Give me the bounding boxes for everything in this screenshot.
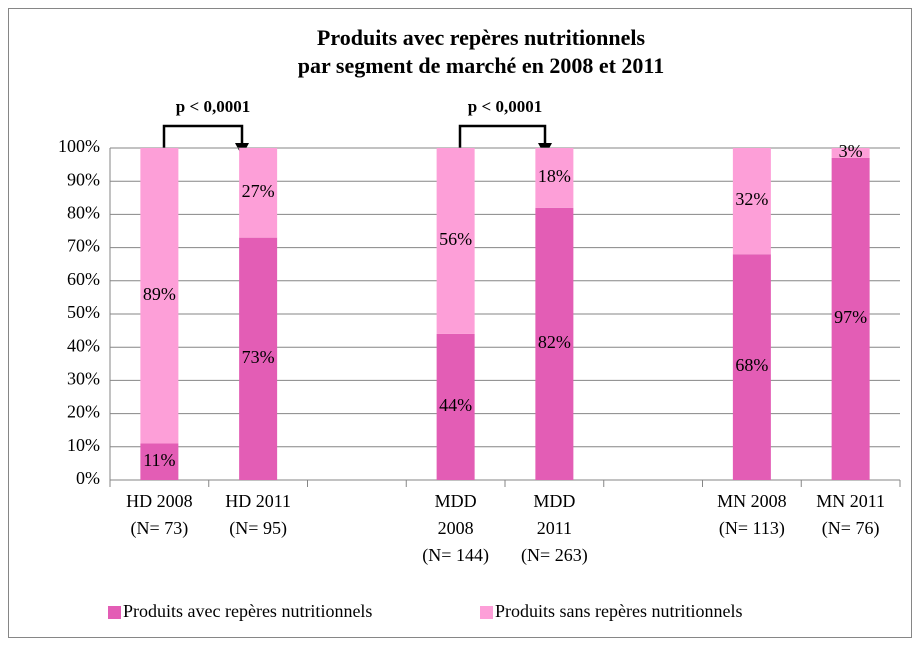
legend-label: Produits avec repères nutritionnels xyxy=(123,601,372,621)
bracket xyxy=(162,124,244,148)
bar-segment xyxy=(140,148,179,444)
chart-title: Produits avec repères nutritionnels par s… xyxy=(298,25,664,78)
data-label: 89% xyxy=(143,284,176,304)
x-tick-label: HD 2008 (N= 73) xyxy=(126,491,193,539)
bar-segment xyxy=(239,237,278,480)
y-tick-label: 70% xyxy=(67,236,100,256)
data-label: 27% xyxy=(242,181,275,201)
y-tick-label: 30% xyxy=(67,369,100,389)
y-tick-label: 80% xyxy=(67,203,100,223)
data-label: 97% xyxy=(834,307,867,327)
bar-segment xyxy=(535,148,574,208)
significance-brackets xyxy=(162,124,547,148)
bar-segment xyxy=(831,157,870,480)
x-tick-label: MN 2008 (N= 113) xyxy=(717,491,787,539)
data-label: 68% xyxy=(735,355,768,375)
legend-swatch xyxy=(108,606,121,619)
y-tick-label: 10% xyxy=(67,435,100,455)
annotation: p < 0,0001 xyxy=(468,97,542,116)
y-tick-label: 60% xyxy=(67,269,100,289)
bracket xyxy=(458,124,547,148)
y-tick-label: 40% xyxy=(67,335,100,355)
data-label: 56% xyxy=(439,229,472,249)
data-label: 44% xyxy=(439,395,472,415)
y-tick-label: 100% xyxy=(58,136,100,156)
legend-label: Produits sans repères nutritionnels xyxy=(495,601,742,621)
data-label: 82% xyxy=(538,332,571,352)
bar-segment xyxy=(436,148,475,334)
data-label: 18% xyxy=(538,166,571,186)
y-tick-label: 20% xyxy=(67,402,100,422)
x-tick-label: MDD 2011 (N= 263) xyxy=(521,491,588,566)
x-tick-label: MDD 2008 (N= 144) xyxy=(422,491,489,566)
bar-segment xyxy=(436,333,475,480)
bar-segment xyxy=(535,207,574,480)
bar-segment xyxy=(831,148,870,158)
x-tick-label: HD 2011 (N= 95) xyxy=(225,491,291,539)
x-tick-label: MN 2011 (N= 76) xyxy=(816,491,885,539)
y-tick-label: 50% xyxy=(67,302,100,322)
bar-segment xyxy=(732,148,771,255)
bar-segment xyxy=(732,254,771,480)
annotation: p < 0,0001 xyxy=(176,97,250,116)
y-tick-label: 90% xyxy=(67,169,100,189)
data-label: 73% xyxy=(242,347,275,367)
legend-swatch xyxy=(480,606,493,619)
bar-segment xyxy=(239,148,278,238)
bar-segment xyxy=(140,443,179,480)
data-label: 3% xyxy=(839,141,863,161)
y-tick-label: 0% xyxy=(76,468,100,488)
data-label: 32% xyxy=(735,189,768,209)
data-label: 11% xyxy=(143,450,175,470)
